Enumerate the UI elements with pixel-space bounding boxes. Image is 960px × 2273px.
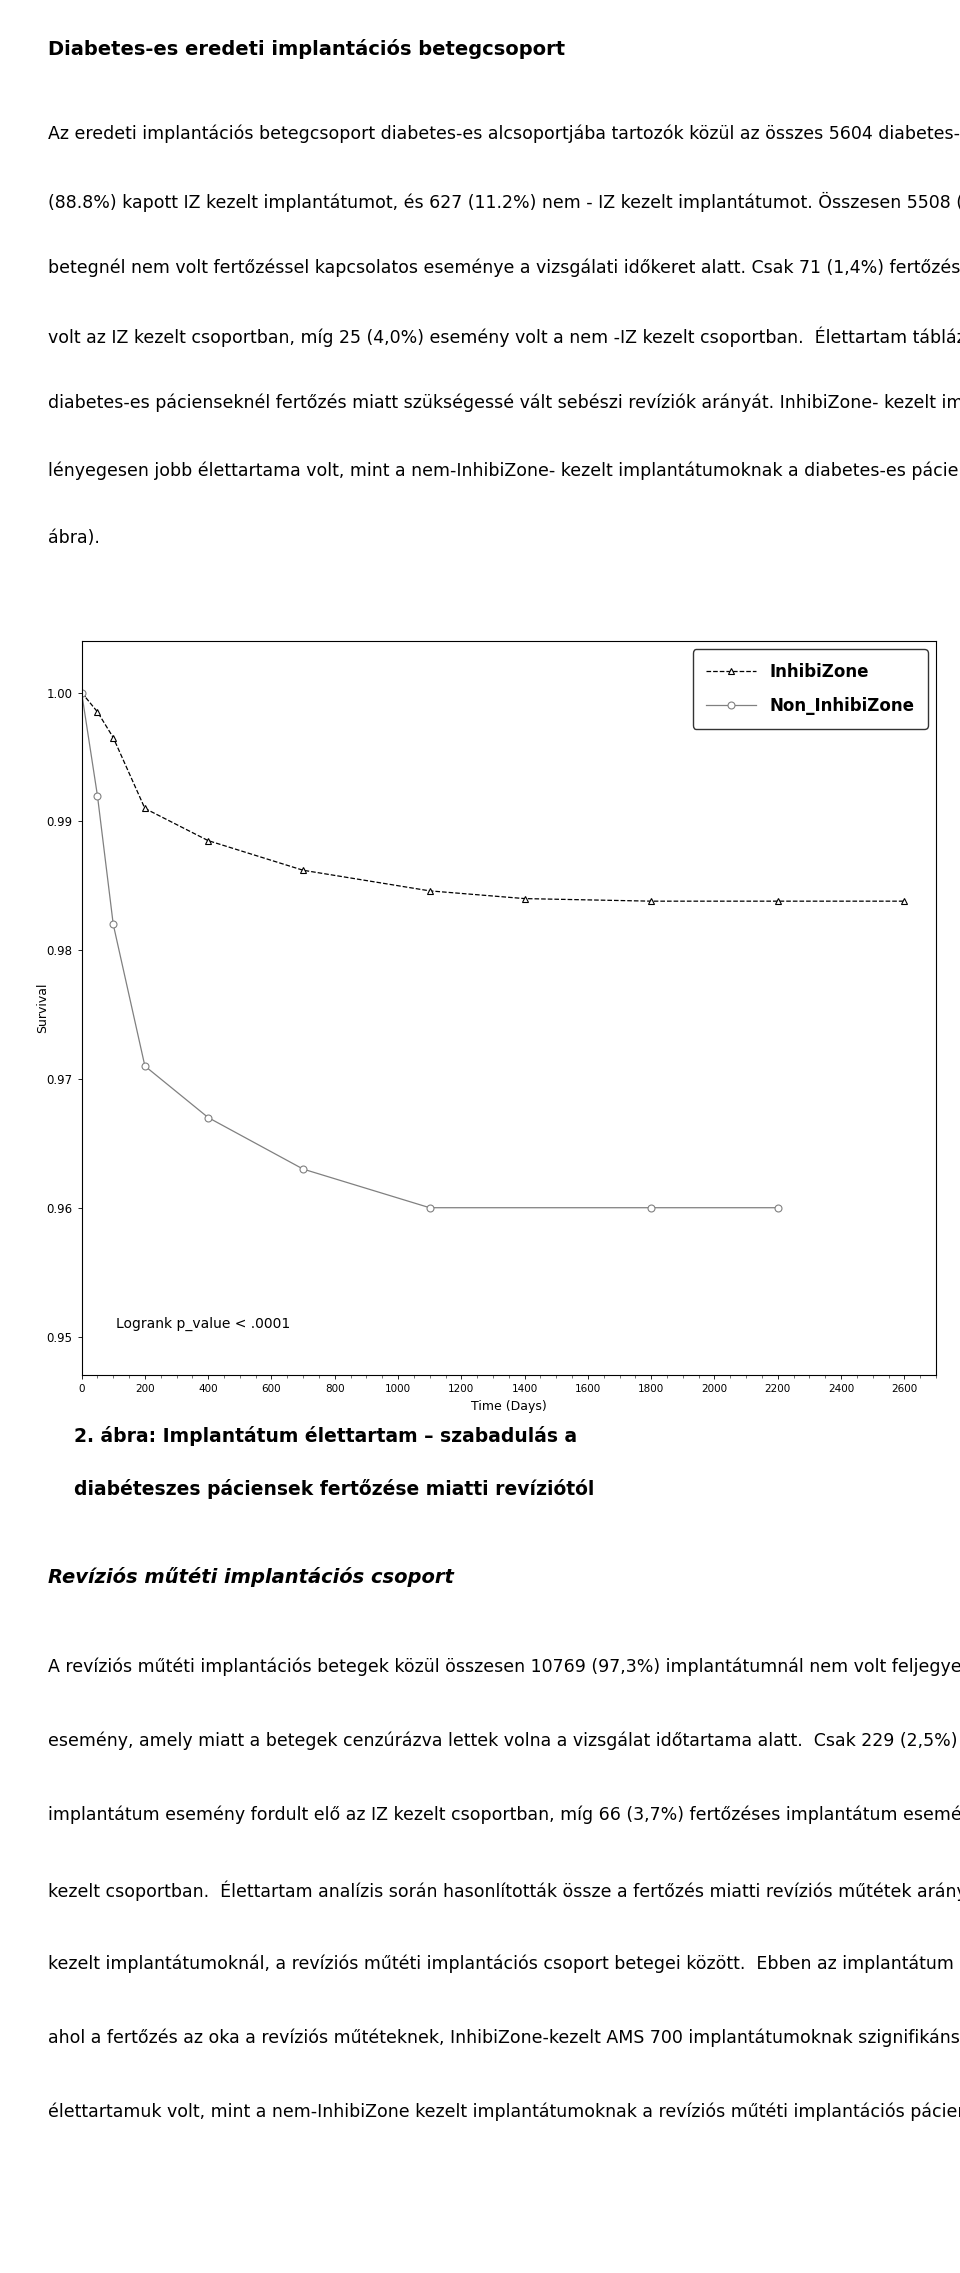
- Text: élettartamuk volt, mint a nem-InhibiZone kezelt implantátumoknak a revíziós műté: élettartamuk volt, mint a nem-InhibiZone…: [48, 2103, 960, 2121]
- Text: Az eredeti implantációs betegcsoport diabetes-es alcsoportjába tartozók közül az: Az eredeti implantációs betegcsoport dia…: [48, 125, 960, 143]
- InhibiZone: [298, 857, 309, 884]
- X-axis label: Time (Days): Time (Days): [471, 1400, 546, 1414]
- InhibiZone: [645, 886, 657, 914]
- Non_InhibiZone: [772, 1193, 783, 1221]
- Text: volt az IZ kezelt csoportban, míg 25 (4,0%) esemény volt a nem -IZ kezelt csopor: volt az IZ kezelt csoportban, míg 25 (4,…: [48, 327, 960, 348]
- InhibiZone: [76, 680, 87, 707]
- Text: ahol a fertőzés az oka a revíziós műtéteknek, InhibiZone-kezelt AMS 700 implantá: ahol a fertőzés az oka a revíziós műtéte…: [48, 2028, 960, 2048]
- Text: betegnél nem volt fertőzéssel kapcsolatos eseménye a vizsgálati időkeret alatt. : betegnél nem volt fertőzéssel kapcsolato…: [48, 259, 960, 277]
- Non_InhibiZone: [108, 911, 119, 939]
- Non_InhibiZone: [139, 1052, 151, 1080]
- InhibiZone: [139, 796, 151, 823]
- Line: InhibiZone: InhibiZone: [78, 689, 908, 905]
- Text: Logrank p_value < .0001: Logrank p_value < .0001: [116, 1316, 290, 1332]
- Text: Diabetes-es eredeti implantációs betegcsoport: Diabetes-es eredeti implantációs betegcs…: [48, 39, 565, 59]
- InhibiZone: [203, 827, 214, 855]
- InhibiZone: [108, 723, 119, 750]
- Text: ábra).: ábra).: [48, 530, 100, 548]
- Text: diabetes-es pácienseknél fertőzés miatt szükségessé vált sebészi revíziók arányá: diabetes-es pácienseknél fertőzés miatt …: [48, 393, 960, 411]
- Text: 2. ábra: Implantátum élettartam – szabadulás a: 2. ábra: Implantátum élettartam – szabad…: [75, 1425, 578, 1446]
- Y-axis label: Survival: Survival: [36, 982, 49, 1034]
- Text: kezelt implantátumoknál, a revíziós műtéti implantációs csoport betegei között. : kezelt implantátumoknál, a revíziós műté…: [48, 1955, 960, 1973]
- Non_InhibiZone: [203, 1105, 214, 1132]
- Legend: InhibiZone, Non_InhibiZone: InhibiZone, Non_InhibiZone: [693, 650, 927, 730]
- InhibiZone: [772, 886, 783, 914]
- Text: kezelt csoportban.  Élettartam analízis során hasonlították össze a fertőzés mia: kezelt csoportban. Élettartam analízis s…: [48, 1880, 960, 1900]
- Text: esemény, amely miatt a betegek cenzúrázva lettek volna a vizsgálat időtartama al: esemény, amely miatt a betegek cenzúrázv…: [48, 1732, 960, 1750]
- InhibiZone: [899, 886, 910, 914]
- InhibiZone: [91, 698, 103, 725]
- InhibiZone: [424, 877, 436, 905]
- Non_InhibiZone: [645, 1193, 657, 1221]
- Text: diabéteszes páciensek fertőzése miatti revíziótól: diabéteszes páciensek fertőzése miatti r…: [75, 1480, 595, 1500]
- InhibiZone: [518, 884, 530, 911]
- Text: implantátum esemény fordult elő az IZ kezelt csoportban, míg 66 (3,7%) fertőzése: implantátum esemény fordult elő az IZ ke…: [48, 1805, 960, 1825]
- Text: A revíziós műtéti implantációs betegek közül összesen 10769 (97,3%) implantátumn: A revíziós műtéti implantációs betegek k…: [48, 1657, 960, 1675]
- Non_InhibiZone: [76, 680, 87, 707]
- Text: (88.8%) kapott IZ kezelt implantátumot, és 627 (11.2%) nem - IZ kezelt implantát: (88.8%) kapott IZ kezelt implantátumot, …: [48, 191, 960, 211]
- Non_InhibiZone: [91, 782, 103, 809]
- Line: Non_InhibiZone: Non_InhibiZone: [78, 689, 781, 1212]
- Non_InhibiZone: [424, 1193, 436, 1221]
- Text: Revíziós műtéti implantációs csoport: Revíziós műtéti implantációs csoport: [48, 1568, 454, 1587]
- Text: lényegesen jobb élettartama volt, mint a nem-InhibiZone- kezelt implantátumoknak: lényegesen jobb élettartama volt, mint a…: [48, 461, 960, 480]
- Non_InhibiZone: [298, 1155, 309, 1182]
